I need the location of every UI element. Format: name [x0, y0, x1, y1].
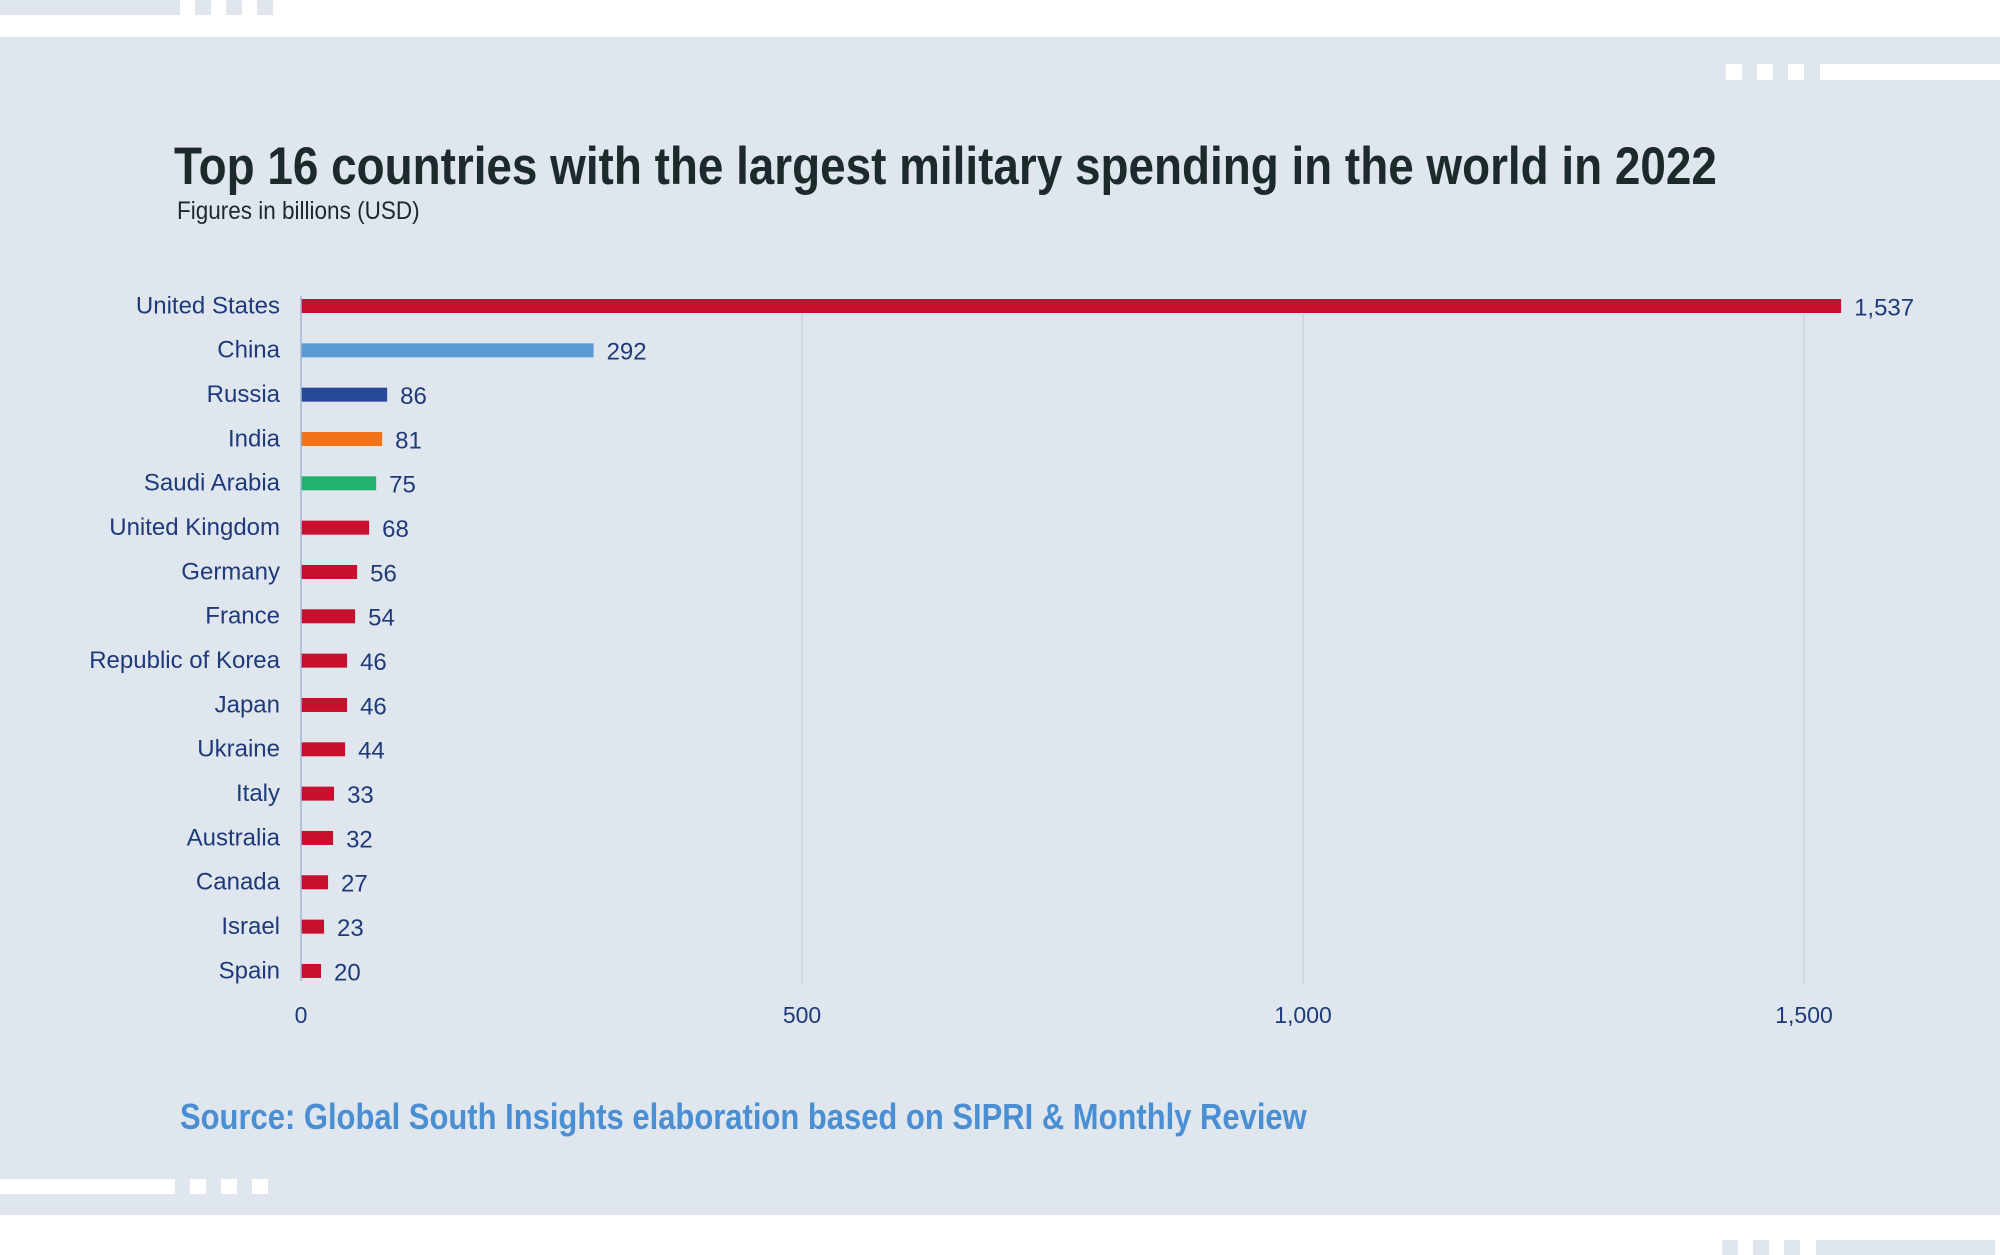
x-tick-label: 500 — [783, 1002, 821, 1028]
chart-title: Top 16 countries with the largest milita… — [174, 137, 1717, 196]
category-label: United Kingdom — [109, 514, 280, 541]
chart-subtitle: Figures in billions (USD) — [177, 197, 420, 225]
value-label: 54 — [368, 605, 395, 632]
value-label: 86 — [400, 383, 427, 410]
value-label: 68 — [382, 516, 409, 543]
value-label: 27 — [341, 871, 368, 898]
category-label: Russia — [207, 381, 281, 408]
category-label: Ukraine — [197, 736, 280, 763]
value-label: 56 — [370, 560, 397, 587]
decor-top-right-bar — [1820, 64, 2000, 80]
bar — [301, 786, 335, 801]
bar — [301, 830, 334, 845]
bar — [301, 653, 348, 668]
category-label: Italy — [236, 780, 280, 807]
value-label: 81 — [395, 427, 422, 454]
source-note: Source: Global South Insights elaboratio… — [180, 1096, 1307, 1137]
value-label: 20 — [334, 959, 361, 986]
value-label: 1,537 — [1854, 294, 1914, 321]
bar — [301, 963, 322, 978]
chart-background-panel — [0, 37, 2000, 1215]
value-label: 23 — [337, 915, 364, 942]
bar — [301, 299, 1842, 313]
x-tick-label: 1,000 — [1274, 1002, 1332, 1028]
decor-top-left-bar — [0, 0, 180, 15]
category-label: Spain — [219, 957, 280, 984]
decor-bottom-left-bar — [0, 1179, 175, 1194]
decor-top-right-square — [1788, 64, 1804, 80]
decor-bottom-right-square — [1784, 1240, 1800, 1255]
decor-top-left-square — [195, 0, 211, 15]
value-label: 46 — [360, 693, 387, 720]
category-label: Australia — [187, 824, 281, 851]
decor-bottom-left-square — [252, 1179, 268, 1194]
decor-bottom-right-bar — [1816, 1240, 1995, 1255]
category-label: Republic of Korea — [89, 647, 280, 674]
bar — [301, 520, 370, 535]
value-labels: 1,537 292 86 81 75 68 56 54 46 46 44 33 32 27 23 20 — [334, 294, 1914, 986]
bar — [301, 697, 348, 712]
bar — [301, 476, 377, 491]
bar — [301, 387, 388, 402]
category-label: India — [228, 425, 281, 452]
decor-top-left-square — [257, 0, 273, 15]
category-label: China — [217, 337, 280, 364]
bars — [301, 299, 1842, 978]
value-label: 44 — [358, 738, 385, 765]
category-label: Canada — [196, 869, 281, 896]
x-tick-label: 1,500 — [1775, 1002, 1833, 1028]
value-label: 46 — [360, 649, 387, 676]
value-label: 32 — [346, 826, 373, 853]
bar — [301, 875, 329, 890]
bar — [301, 609, 356, 624]
bar — [301, 343, 594, 358]
decor-bottom-right-square — [1722, 1240, 1738, 1255]
x-tick-label: 0 — [295, 1002, 308, 1028]
decor-top-right-square — [1757, 64, 1773, 80]
category-label: Germany — [181, 558, 280, 585]
gridlines — [801, 314, 1805, 985]
decor-bottom-right-square — [1753, 1240, 1769, 1255]
category-label: Israel — [221, 913, 280, 940]
x-axis-tick-labels: 0 500 1,000 1,500 — [295, 1002, 1833, 1028]
category-label: United States — [136, 292, 280, 319]
value-label: 33 — [347, 782, 374, 809]
category-labels: United States China Russia India Saudi Arabi… — [89, 292, 280, 984]
bar — [301, 919, 325, 934]
decor-bottom-left-square — [190, 1179, 206, 1194]
value-label: 75 — [389, 472, 416, 499]
bar — [301, 431, 383, 446]
decor-top-right-square — [1726, 64, 1742, 80]
value-label: 292 — [607, 339, 647, 366]
category-label: Saudi Arabia — [144, 470, 281, 497]
category-label: Japan — [215, 691, 280, 718]
category-label: France — [205, 603, 280, 630]
decor-top-left-square — [226, 0, 242, 15]
decor-bottom-left-square — [221, 1179, 237, 1194]
bar — [301, 564, 358, 579]
bar — [301, 742, 346, 757]
